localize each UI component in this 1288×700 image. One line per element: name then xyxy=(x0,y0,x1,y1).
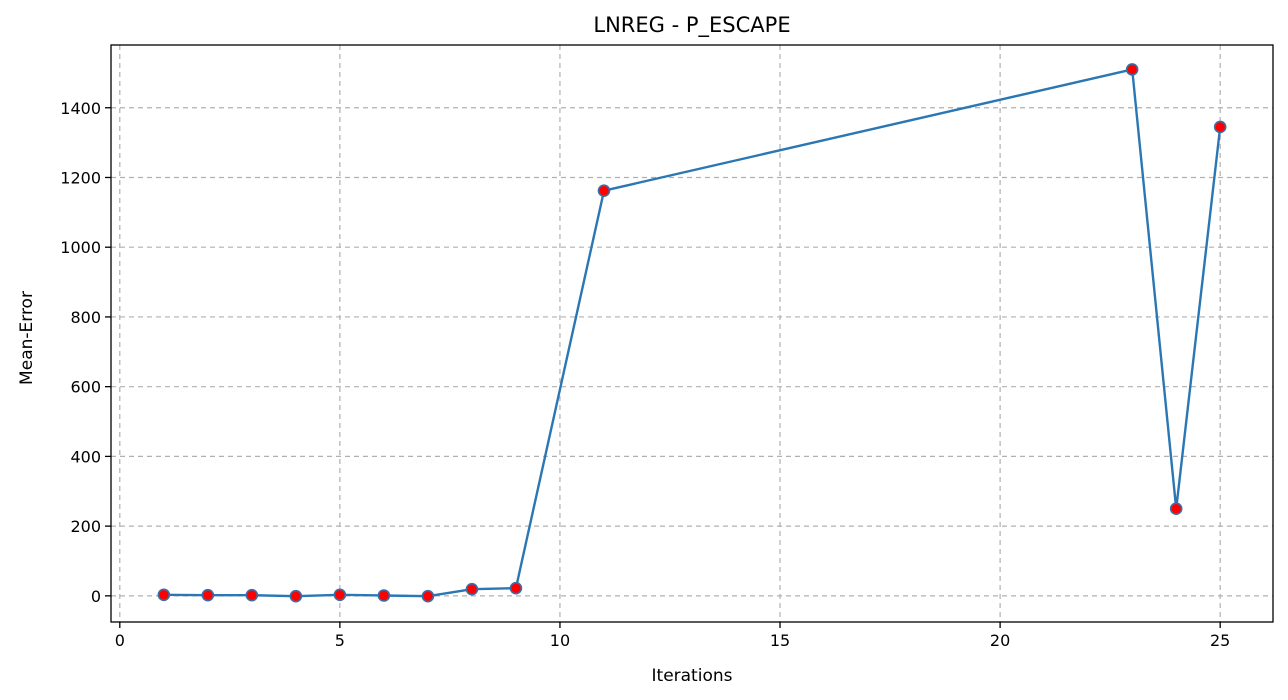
x-tick-label: 25 xyxy=(1210,631,1230,650)
data-point-marker xyxy=(1169,502,1183,515)
y-tick-label: 1400 xyxy=(60,99,101,118)
y-tick-label: 600 xyxy=(70,378,101,397)
data-point-marker xyxy=(333,588,347,602)
x-tick-label: 5 xyxy=(335,631,345,650)
y-tick-label: 200 xyxy=(70,517,101,536)
x-tick-label: 20 xyxy=(990,631,1010,650)
data-markers xyxy=(157,63,1227,603)
y-tick-label: 0 xyxy=(91,587,101,606)
data-point-marker xyxy=(201,588,215,602)
x-axis-label: Iterations xyxy=(652,666,733,686)
x-tick-label: 0 xyxy=(115,631,125,650)
data-point-marker xyxy=(1213,120,1227,134)
y-tick-label: 1000 xyxy=(60,238,101,257)
x-tick-label: 15 xyxy=(770,631,790,650)
plot-frame xyxy=(110,44,1274,623)
series-line-layer xyxy=(163,68,1222,598)
data-point-marker xyxy=(509,581,523,595)
data-point-marker xyxy=(377,589,391,602)
data-point-marker xyxy=(1125,63,1139,76)
x-tick-label: 10 xyxy=(550,631,570,650)
chart-title: LNREG - P_ESCAPE xyxy=(593,13,790,38)
axis-ticks: 0 5 10 15 20 25 0 200 400 600 800 1000 1200 1400 xyxy=(60,99,1230,650)
series-line xyxy=(163,68,1222,598)
y-tick-label: 800 xyxy=(70,308,101,327)
grid-lines xyxy=(111,45,1273,622)
y-tick-label: 1200 xyxy=(60,168,101,187)
data-point-marker xyxy=(157,588,171,602)
data-point-marker xyxy=(245,588,259,602)
y-tick-label: 400 xyxy=(70,447,101,466)
y-axis-label: Mean-Error xyxy=(17,291,37,385)
data-point-marker xyxy=(289,589,303,603)
data-point-marker xyxy=(597,184,611,198)
data-point-marker xyxy=(465,582,479,596)
data-point-marker xyxy=(421,589,435,603)
